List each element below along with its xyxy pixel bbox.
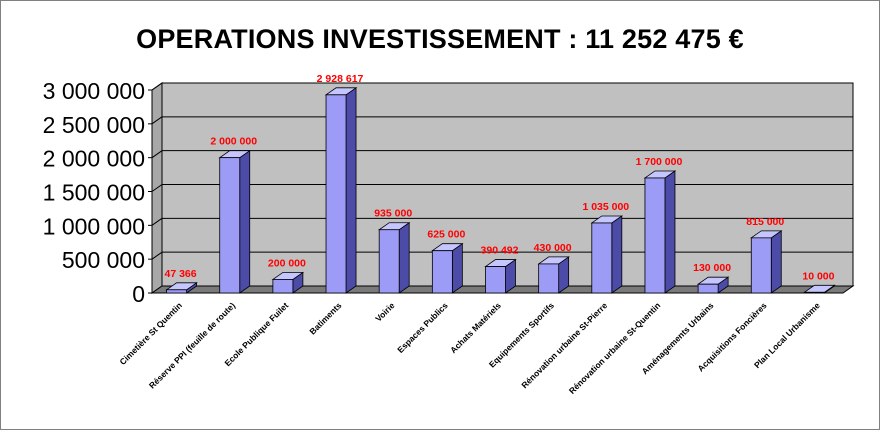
gridline-side <box>151 116 163 125</box>
bar <box>591 222 613 294</box>
bar-side <box>345 87 357 294</box>
gridline-side <box>151 251 163 260</box>
gridline-side <box>151 184 163 192</box>
bar <box>644 177 666 294</box>
bar <box>272 279 294 294</box>
data-label: 200 000 <box>268 257 306 269</box>
data-label: 625 000 <box>427 229 465 241</box>
data-label: 935 000 <box>374 208 412 220</box>
y-tick-label: 0 <box>132 281 145 307</box>
y-tick-label: 500 000 <box>62 247 145 273</box>
data-label: 10 000 <box>802 270 834 282</box>
bar <box>697 283 719 294</box>
x-tick-label: Rénovation urbaine St-Pierre <box>519 300 609 390</box>
y-tick-label: 3 000 000 <box>43 78 145 104</box>
data-label: 2 928 617 <box>317 73 364 85</box>
x-tick-label: Voirie <box>373 300 397 324</box>
gridline-side <box>151 82 163 91</box>
bar-side <box>451 242 463 294</box>
x-tick-label: Batiments <box>307 300 343 336</box>
data-label: 390 492 <box>481 245 519 257</box>
bar <box>166 289 187 294</box>
chart-title: OPERATIONS INVESTISSEMENT : 11 252 475 € <box>136 24 744 54</box>
x-tick-label: Rénovation urbaine St-Quentin <box>567 300 663 396</box>
data-label: 815 000 <box>746 216 784 228</box>
y-tick-label: 2 500 000 <box>43 112 145 138</box>
bar <box>750 237 772 294</box>
bar <box>378 229 400 294</box>
bar <box>431 250 453 294</box>
data-label: 1 035 000 <box>582 201 629 213</box>
y-tick-label: 2 000 000 <box>43 146 145 172</box>
bar-side <box>398 221 410 294</box>
bar-side <box>770 230 782 294</box>
x-tick-label: Espaces Publics <box>395 300 450 355</box>
data-label: 130 000 <box>693 262 731 274</box>
data-label: 430 000 <box>534 242 572 254</box>
bar <box>325 94 347 294</box>
y-tick-label: 1 500 000 <box>43 180 145 206</box>
bar <box>538 263 560 294</box>
gridline-side <box>151 150 163 159</box>
data-label: 47 366 <box>165 268 197 280</box>
bar-side <box>239 149 251 294</box>
x-tick-label: Réserve PPI (feuille de route) <box>147 300 237 390</box>
data-label: 2 000 000 <box>210 136 257 148</box>
gridline-side <box>151 217 163 226</box>
bar-side <box>611 215 623 294</box>
bar-side <box>664 170 676 294</box>
data-label: 1 700 000 <box>636 156 683 168</box>
bar <box>804 291 825 294</box>
bar <box>485 266 506 294</box>
bar <box>219 157 241 294</box>
x-tick-label: Achats Matériels <box>448 300 503 355</box>
y-tick-label: 1 000 000 <box>43 213 145 239</box>
